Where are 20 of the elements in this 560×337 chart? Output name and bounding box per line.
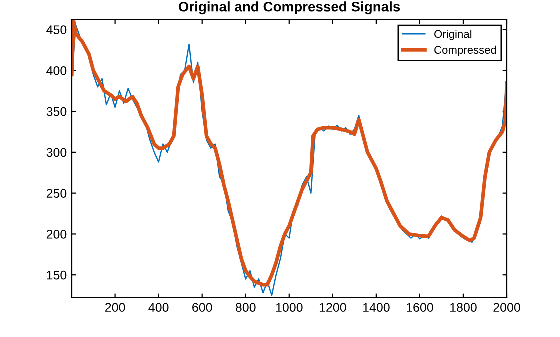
x-tick-label: 1000: [276, 303, 303, 312]
x-tick-label: 1600: [407, 303, 434, 312]
legend-label: Original: [434, 30, 472, 40]
x-tick-label: 1400: [363, 303, 390, 312]
x-tick-label: 1800: [450, 303, 477, 312]
x-tick-label: 1200: [320, 303, 346, 312]
y-tick-label: 300: [46, 148, 67, 158]
x-tick-label: 600: [192, 303, 212, 312]
x-tick-label: 800: [236, 303, 256, 312]
y-tick-label: 350: [46, 107, 67, 116]
legend-label: Compressed: [434, 46, 496, 56]
y-tick-label: 200: [46, 230, 67, 239]
y-tick-label: 400: [46, 66, 67, 76]
x-tick-label: 200: [106, 303, 126, 312]
x-tick-label: 2000: [494, 303, 520, 312]
chart-title: Original and Compressed Signals: [178, 2, 400, 15]
y-tick-label: 150: [47, 270, 67, 280]
y-tick-label: 250: [46, 189, 67, 198]
y-tick-label: 450: [46, 26, 67, 34]
x-tick-label: 400: [148, 303, 169, 312]
